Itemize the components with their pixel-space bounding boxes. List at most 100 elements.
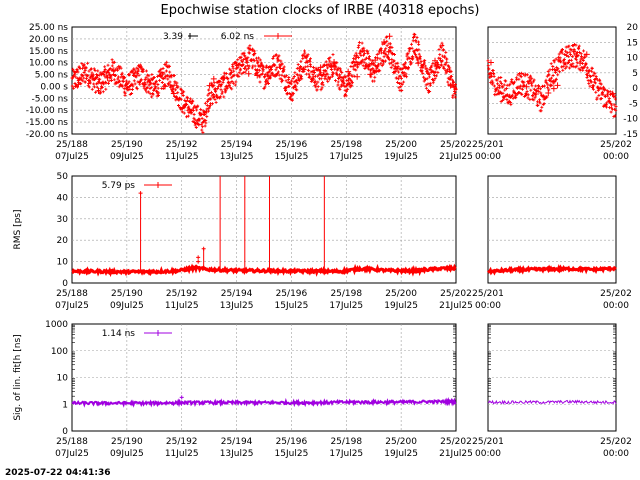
x-tick-label: 25/198 <box>330 140 362 150</box>
x-tick-label: 25/196 <box>276 437 308 447</box>
rms-zoom-panel: 25/201 00:00 25/202 00:00 <box>472 175 632 311</box>
sig-line <box>487 399 617 405</box>
outlier-point <box>331 58 338 65</box>
legend-marker <box>275 33 281 39</box>
x-tick-label: 25/192 <box>166 289 198 299</box>
rms-main-grid <box>72 176 456 283</box>
rms-main-frame <box>71 175 457 284</box>
x-tick-label: 25/198 <box>330 437 362 447</box>
rms-line <box>71 263 457 278</box>
x-tick-label: 25/190 <box>111 437 143 447</box>
outlier-point <box>354 73 361 80</box>
y-axis-label: RMS [ps] <box>13 209 23 249</box>
y-tick-label: 10.00 ns <box>29 59 68 69</box>
outlier-point <box>432 57 439 64</box>
clock-main-legend: 3.39 6.02 ns <box>163 32 292 42</box>
clock-main-frame <box>71 26 457 135</box>
sig-line <box>71 397 457 408</box>
x-tick-label: 00:00 <box>603 301 629 311</box>
sig-zoom-panel: 25/201 00:00 25/202 00:00 <box>472 323 632 459</box>
x-tick-label: 07Jul25 <box>55 152 89 162</box>
outlier-point <box>170 90 177 97</box>
x-tick-label: 11Jul25 <box>165 152 199 162</box>
y-tick-label: 10 <box>57 374 69 384</box>
clock-zoom-grid <box>488 41 616 120</box>
outlier-point <box>451 84 458 91</box>
outlier-point <box>415 60 422 67</box>
y-axis-label: Sig. of lin. fit[h [ns] <box>13 334 23 420</box>
outlier-point <box>179 395 184 400</box>
legend-marker <box>155 182 161 188</box>
x-tick-label: 25/196 <box>276 140 308 150</box>
spike-point <box>201 246 206 251</box>
y-tick-label: -10 <box>623 115 638 125</box>
y-tick-label: 0 <box>62 427 68 437</box>
x-tick-label: 25/202 <box>600 437 632 447</box>
x-tick-label: 13Jul25 <box>220 301 254 311</box>
outlier-point <box>609 90 616 97</box>
x-tick-label: 13Jul25 <box>220 152 254 162</box>
x-tick-label: 25/188 <box>56 140 88 150</box>
clock-zoom-frame <box>487 26 617 135</box>
outlier-point <box>533 90 540 97</box>
x-tick-label: 17Jul25 <box>329 152 363 162</box>
x-tick-label: 17Jul25 <box>329 449 363 459</box>
outlier-point <box>447 82 454 89</box>
rms-main-series <box>71 176 457 278</box>
x-tick-label: 19Jul25 <box>384 301 418 311</box>
y-tick-label: 10 <box>57 258 69 268</box>
x-tick-label: 25/200 <box>385 437 417 447</box>
x-tick-label: 00:00 <box>475 301 501 311</box>
x-tick-label: 00:00 <box>603 449 629 459</box>
y-tick-label: -20.00 ns <box>26 130 69 140</box>
legend-label: 3.39 <box>163 32 183 42</box>
legend-label: 5.79 ps <box>102 181 136 191</box>
outlier-point <box>104 74 111 81</box>
outlier-point <box>95 88 102 95</box>
x-tick-label: 17Jul25 <box>329 301 363 311</box>
y-tick-label: 100 <box>51 347 68 357</box>
x-tick-label: 25/201 <box>472 140 504 150</box>
legend-label: 6.02 ns <box>221 32 255 42</box>
x-tick-label: 19Jul25 <box>384 449 418 459</box>
y-tick-label: -10.00 ns <box>26 106 69 116</box>
outlier-point <box>554 82 561 89</box>
outlier-point <box>245 70 252 77</box>
x-tick-label: 21Jul25 <box>439 152 473 162</box>
y-tick-label: 20 <box>57 236 69 246</box>
x-tick-label: 25/190 <box>111 289 143 299</box>
x-tick-label: 21Jul25 <box>439 449 473 459</box>
outlier-point <box>254 72 261 79</box>
y-tick-label: 20 <box>627 23 639 33</box>
y-tick-label: 5 <box>632 69 638 79</box>
outlier-point <box>317 64 324 71</box>
x-tick-label: 19Jul25 <box>384 152 418 162</box>
rms-main-panel: 50 40 30 20 10 025/188 07Jul25 25/190 09Jul25 25/… <box>13 172 473 311</box>
x-tick-label: 15Jul25 <box>275 301 309 311</box>
y-tick-label: -15 <box>623 130 638 140</box>
y-tick-label: 1 <box>62 400 68 410</box>
x-tick-label: 21Jul25 <box>439 301 473 311</box>
chart-title: Epochwise station clocks of IRBE (40318 … <box>160 3 480 18</box>
clock-zoom-panel: 20 15 10 5 0 -5 -10 -15 25/201 00:00 25/202 00:00 <box>472 23 638 162</box>
x-tick-label: 25/196 <box>276 289 308 299</box>
clock-zoom-series <box>486 42 618 118</box>
rms-zoom-frame <box>487 175 617 284</box>
x-tick-label: 25/198 <box>330 289 362 299</box>
x-tick-label: 25/201 <box>472 289 504 299</box>
x-tick-label: 25/202 <box>600 140 632 150</box>
y-tick-label: 1000 <box>45 320 68 330</box>
x-tick-label: 25/190 <box>111 140 143 150</box>
x-tick-label: 25/202 <box>600 289 632 299</box>
x-tick-label: 07Jul25 <box>55 449 89 459</box>
outlier-point <box>550 85 557 92</box>
y-tick-label: 20.00 ns <box>29 35 68 45</box>
outlier-point <box>386 33 393 40</box>
outlier-point <box>487 59 494 66</box>
outlier-point <box>75 81 82 88</box>
rms-line <box>487 264 617 276</box>
x-tick-label: 25/192 <box>166 437 198 447</box>
sig-main-series <box>71 395 457 408</box>
rms-main-legend: 5.79 ps <box>102 181 172 191</box>
